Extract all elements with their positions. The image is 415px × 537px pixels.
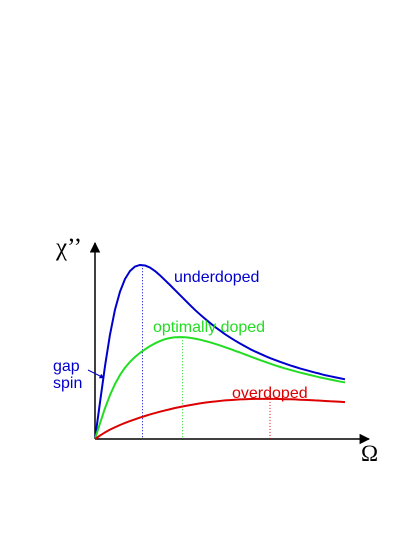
series-lines [94,263,346,440]
annotation-arrow [87,369,105,379]
annotation-gap: gap [53,358,80,375]
peak-guide-lines [142,265,271,439]
series-line-optimally-doped [94,336,346,440]
series-label-underdoped: underdoped [174,269,259,286]
y-axis-label: χ’’ [55,234,82,261]
annotation-spin: spin [53,375,82,392]
series-label-optimally-doped: optimally doped [153,319,265,336]
series-line-underdoped [94,263,346,440]
series-line-overdoped [94,397,346,440]
series-label-overdoped: overdoped [232,385,308,402]
x-axis-label: Ω [361,441,378,466]
